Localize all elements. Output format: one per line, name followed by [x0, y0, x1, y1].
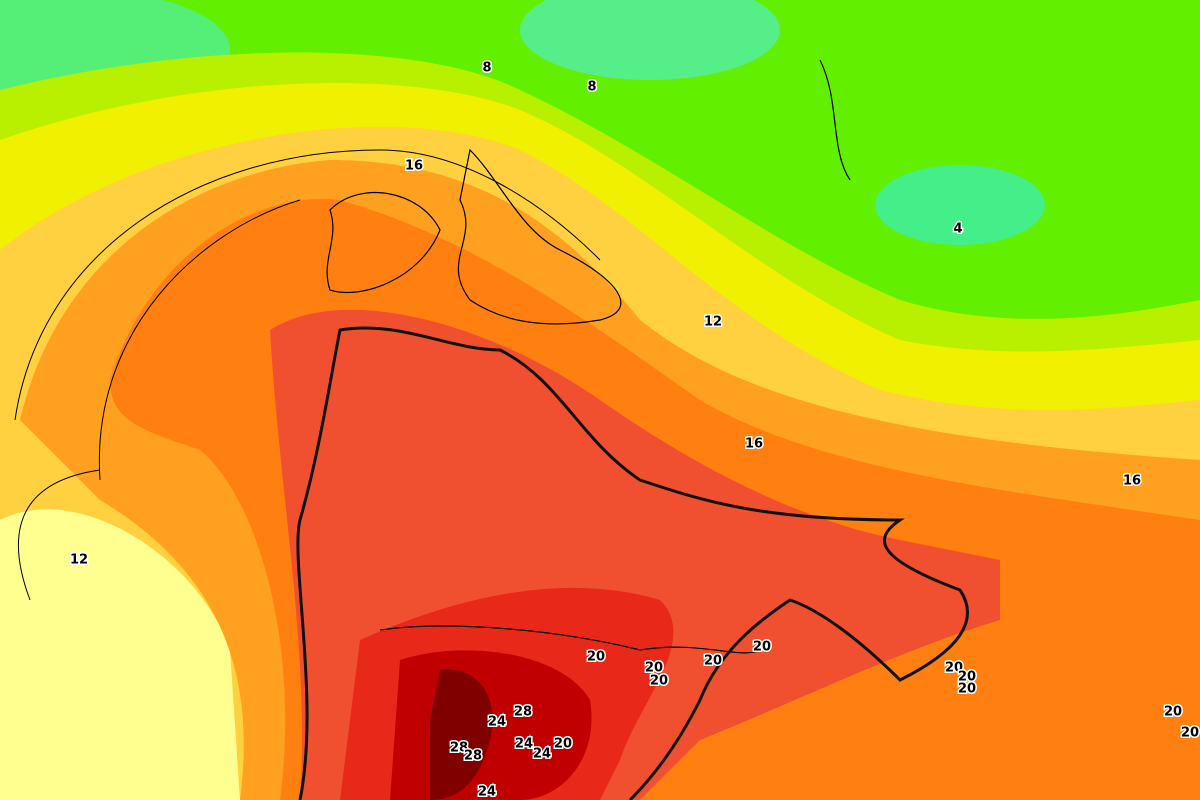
contour-label: 28: [464, 749, 482, 764]
contour-label: 20: [945, 661, 963, 676]
isoline: [14, 149, 601, 421]
contour-label: 20: [1164, 705, 1182, 720]
isoline: [296, 326, 969, 800]
isoline: [98, 199, 301, 481]
contour-label: 20: [554, 737, 572, 752]
contour-label: 20: [587, 650, 605, 665]
contour-label: 20: [958, 670, 976, 685]
contour-label: 20: [704, 654, 722, 669]
contour-label: 24: [515, 737, 533, 752]
coastline: [326, 191, 441, 294]
band: [0, 509, 240, 800]
contour-label: 20: [1181, 726, 1199, 741]
contour-label: 20: [753, 640, 771, 655]
contour-label: 24: [533, 747, 551, 762]
contour-label: 20: [650, 674, 668, 689]
contour-label: 12: [70, 553, 88, 568]
contour-label: 16: [745, 437, 763, 452]
cool-patch: [520, 0, 780, 80]
contour-label: 28: [450, 741, 468, 756]
isolines: [14, 59, 969, 800]
contour-labels: 8816412161612202020202020202020202428282…: [68, 59, 1200, 800]
contour-label: 16: [405, 159, 423, 174]
contour-label: 24: [478, 785, 496, 800]
band: [430, 669, 493, 800]
cool-patch: [875, 165, 1045, 245]
contour-label: 12: [704, 315, 722, 330]
contour-label: 24: [488, 715, 506, 730]
coastline: [379, 625, 761, 654]
coastline: [457, 148, 622, 325]
contour-label: 8: [482, 61, 491, 76]
contour-label: 20: [645, 661, 663, 676]
contour-label: 20: [958, 682, 976, 697]
isoline: [17, 469, 101, 601]
contour-label: 4: [953, 222, 962, 237]
contour-label: 8: [587, 80, 596, 95]
contour-label: 28: [514, 705, 532, 720]
coastline: [819, 59, 851, 181]
contour-label: 16: [1123, 474, 1141, 489]
